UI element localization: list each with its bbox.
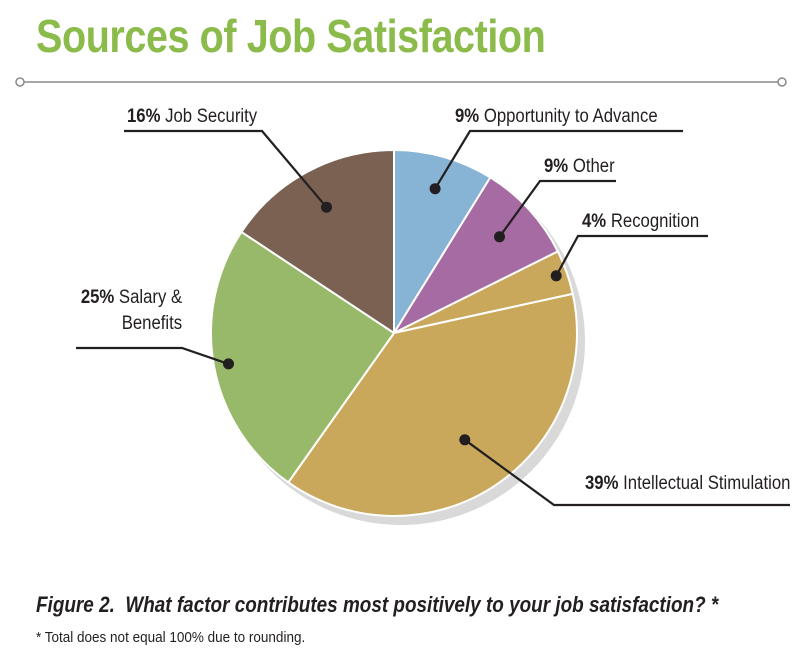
name-recognition: Recognition xyxy=(610,211,700,232)
leader-line-recognition xyxy=(555,234,708,277)
label-intellectual-stimulation: 39% Intellectual Stimulation xyxy=(585,471,790,497)
pie-slice-job-security xyxy=(240,149,395,334)
figure-label: Figure 2. xyxy=(36,592,115,617)
leader-line-salary-benefits xyxy=(76,346,229,365)
figure-caption: Figure 2. What factor contributes most p… xyxy=(36,590,758,620)
label-salary-benefits: 25% Salary & Benefits xyxy=(81,285,182,337)
label-opportunity-to-advance: 9% Opportunity to Advance xyxy=(455,104,658,130)
pct-recognition: 4% xyxy=(582,211,607,232)
name-job-security: Job Security xyxy=(165,106,258,127)
label-recognition: 4% Recognition xyxy=(582,209,699,235)
leader-line-intellectual-stimulation xyxy=(464,438,790,507)
pct-opportunity-to-advance: 9% xyxy=(455,106,480,127)
footnote: * Total does not equal 100% due to round… xyxy=(36,629,306,646)
name-other: Other xyxy=(572,156,615,177)
label-other: 9% Other xyxy=(544,154,615,180)
pct-salary-benefits: 25% xyxy=(80,287,115,308)
chart-title: Sources of Job Satisfaction xyxy=(36,10,546,62)
label-job-security: 16% Job Security xyxy=(127,104,257,130)
name-intellectual-stimulation: Intellectual Stimulation xyxy=(622,473,790,494)
name-opportunity-to-advance: Opportunity to Advance xyxy=(483,106,658,127)
figure-question: What factor contributes most positively … xyxy=(125,592,719,617)
leader-line-opportunity-to-advance xyxy=(434,129,683,190)
pct-intellectual-stimulation: 39% xyxy=(584,473,619,494)
name-salary-benefits-line1: Salary & xyxy=(118,287,182,308)
leader-dot-salary-benefits xyxy=(223,358,234,370)
pie-slice-opportunity-to-advance xyxy=(393,149,492,334)
leader-dot-recognition xyxy=(550,270,562,282)
pct-job-security: 16% xyxy=(127,106,161,127)
name-salary-benefits-line2: Benefits xyxy=(121,313,182,334)
leader-dot-job-security xyxy=(321,201,332,213)
leader-dot-intellectual-stimulation xyxy=(459,434,471,446)
leader-line-job-security xyxy=(124,129,328,208)
leader-line-other xyxy=(498,179,616,238)
pie-slice-intellectual-stimulation xyxy=(287,292,578,517)
leader-dot-other xyxy=(494,231,505,243)
rule-end-dot-right xyxy=(777,77,787,87)
pie-slice-salary-benefits xyxy=(210,230,395,484)
leader-dot-opportunity-to-advance xyxy=(429,183,441,195)
rule-end-dot-left xyxy=(15,77,25,87)
pie-slice-other xyxy=(393,176,559,334)
pct-other: 9% xyxy=(544,156,569,177)
